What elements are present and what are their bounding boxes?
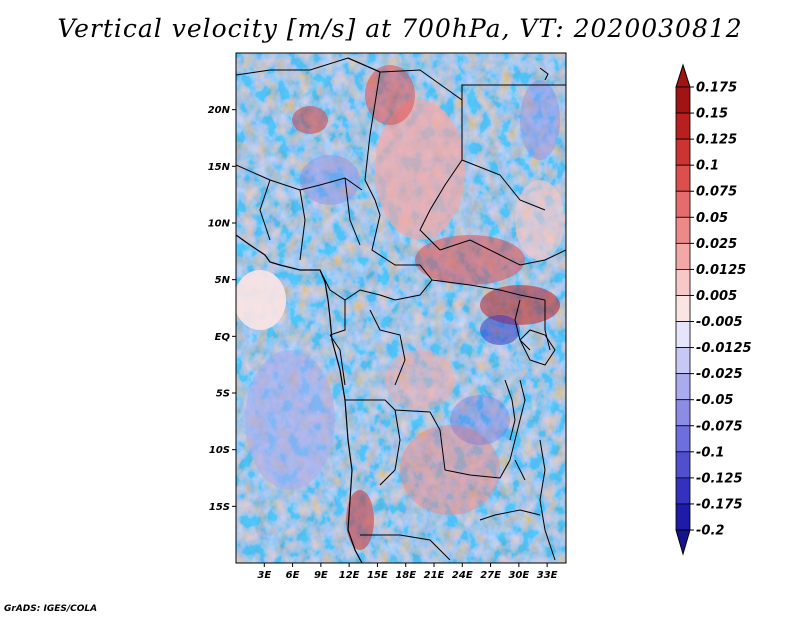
colorbar-segment bbox=[675, 269, 691, 296]
chart-title: Vertical velocity [m/s] at 700hPa, VT: 2… bbox=[57, 14, 743, 43]
colorbar-segment bbox=[675, 347, 691, 375]
colorbar-segment bbox=[675, 399, 691, 427]
lat-tick-label: 20N bbox=[208, 105, 231, 116]
lat-tick-label: 10S bbox=[209, 445, 230, 456]
lon-tick-label: 9E bbox=[314, 570, 328, 581]
credit-label: GrADS: IGES/COLA bbox=[4, 604, 98, 614]
lon-tick-label: 24E bbox=[452, 570, 473, 581]
country-borders bbox=[236, 57, 566, 561]
colorbar-label: 0.175 bbox=[696, 81, 737, 96]
lon-tick-label: 18E bbox=[395, 570, 416, 581]
colorbar-segment bbox=[675, 425, 691, 453]
lon-tick-label: 3E bbox=[257, 570, 271, 581]
lakes bbox=[504, 67, 556, 481]
colorbar-label: -0.0125 bbox=[696, 341, 752, 356]
lon-tick-label: 12E bbox=[339, 570, 360, 581]
colorbar-label: 0.125 bbox=[696, 133, 737, 148]
lat-tick-label: 10N bbox=[208, 219, 231, 230]
lon-tick-label: 21E bbox=[424, 570, 445, 581]
colorbar-segment bbox=[675, 190, 691, 218]
colorbar-segment bbox=[675, 477, 691, 505]
lat-tick-label: 15N bbox=[208, 162, 231, 173]
lon-tick-label: 15E bbox=[367, 570, 388, 581]
colorbar-label: 0.005 bbox=[696, 289, 737, 304]
colorbar-label: -0.125 bbox=[696, 471, 743, 486]
colorbar-segment bbox=[675, 242, 691, 270]
lon-tick-label: 30E bbox=[508, 570, 529, 581]
lat-tick-label: 5N bbox=[215, 275, 231, 286]
longitude-axis: 3E 6E 9E 12E 15E 18E 21E 24E 27E 30E 33E bbox=[257, 563, 558, 581]
colorbar-label: 0.075 bbox=[696, 185, 737, 200]
velocity-field bbox=[236, 53, 566, 563]
colorbar: 0.175 0.15 0.125 0.1 0.075 0.05 0.025 0.0125 0.0… bbox=[675, 63, 752, 556]
colorbar-segment bbox=[675, 295, 691, 322]
lat-tick-label: 15S bbox=[209, 502, 230, 513]
colorbar-segment bbox=[675, 112, 691, 140]
colorbar-label: -0.2 bbox=[696, 524, 724, 539]
colorbar-label: 0.1 bbox=[696, 159, 719, 174]
colorbar-label: 0.025 bbox=[696, 237, 737, 252]
colorbar-label: 0.05 bbox=[696, 211, 728, 226]
colorbar-label: -0.1 bbox=[696, 445, 724, 460]
colorbar-label: -0.025 bbox=[696, 367, 743, 382]
colorbar-segment bbox=[675, 86, 691, 114]
colorbar-bottom-cap bbox=[675, 529, 691, 556]
colorbar-segment bbox=[675, 373, 691, 401]
colorbar-segment bbox=[675, 321, 691, 348]
colorbar-label: -0.005 bbox=[696, 315, 743, 330]
colorbar-label: 0.15 bbox=[696, 107, 728, 122]
colorbar-segment bbox=[675, 164, 691, 192]
colorbar-segment bbox=[675, 503, 691, 531]
colorbar-label: 0.0125 bbox=[696, 263, 746, 278]
descent-regions bbox=[245, 80, 560, 490]
lon-tick-label: 33E bbox=[537, 570, 558, 581]
colorbar-top-cap bbox=[675, 63, 691, 88]
colorbar-label: -0.05 bbox=[696, 393, 733, 408]
colorbar-label: -0.175 bbox=[696, 497, 743, 512]
lat-tick-label: 5S bbox=[216, 389, 230, 400]
lat-tick-label: EQ bbox=[215, 332, 231, 343]
latitude-axis: 20N 15N 10N 5N EQ 5S 10S 15S bbox=[208, 105, 236, 513]
map-frame bbox=[235, 52, 567, 564]
colorbar-segment bbox=[675, 216, 691, 244]
lon-tick-label: 27E bbox=[480, 570, 501, 581]
colorbar-label: -0.075 bbox=[696, 419, 743, 434]
coastline bbox=[236, 234, 363, 563]
lon-tick-label: 6E bbox=[286, 570, 300, 581]
colorbar-segment bbox=[675, 451, 691, 479]
colorbar-segment bbox=[675, 138, 691, 166]
